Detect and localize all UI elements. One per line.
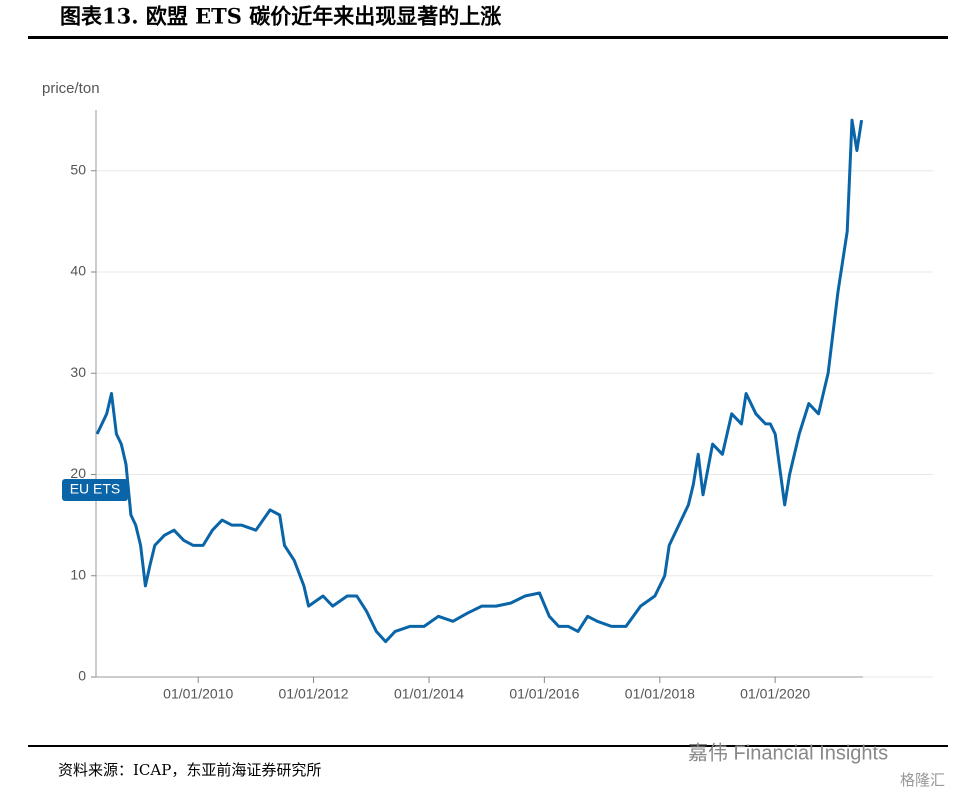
x-tick-label: 01/01/2020	[740, 686, 810, 702]
y-tick-label: 30	[70, 364, 86, 380]
line	[95, 118, 864, 644]
x-tick-label: 01/01/2014	[394, 686, 464, 702]
title-rule	[28, 36, 948, 39]
footer-rule	[28, 745, 948, 747]
y-axis-label: price/ton	[42, 80, 100, 97]
x-tick-label: 01/01/2018	[625, 686, 695, 702]
y-tick-label: 10	[70, 566, 86, 582]
x-tick-label: 01/01/2010	[163, 686, 233, 702]
y-tick-label: 20	[70, 465, 86, 481]
source: 资料来源：ICAP，东亚前海证券研究所	[58, 761, 321, 779]
series-label-box	[62, 479, 128, 501]
y-tick-label: 40	[70, 263, 86, 279]
y-tick-label: 50	[70, 161, 86, 177]
x-tick-label: 01/01/2016	[509, 686, 579, 702]
series-label: EU ETS	[70, 481, 121, 497]
watermark: 格隆汇	[900, 772, 945, 789]
y-tick-label: 0	[78, 668, 86, 684]
watermark: 嘉伟 Financial Insights	[688, 741, 888, 764]
chart-title: 图表13. 欧盟 ETS 碳价近年来出现显著的上涨	[60, 4, 501, 29]
x-tick-label: 01/01/2012	[279, 686, 349, 702]
